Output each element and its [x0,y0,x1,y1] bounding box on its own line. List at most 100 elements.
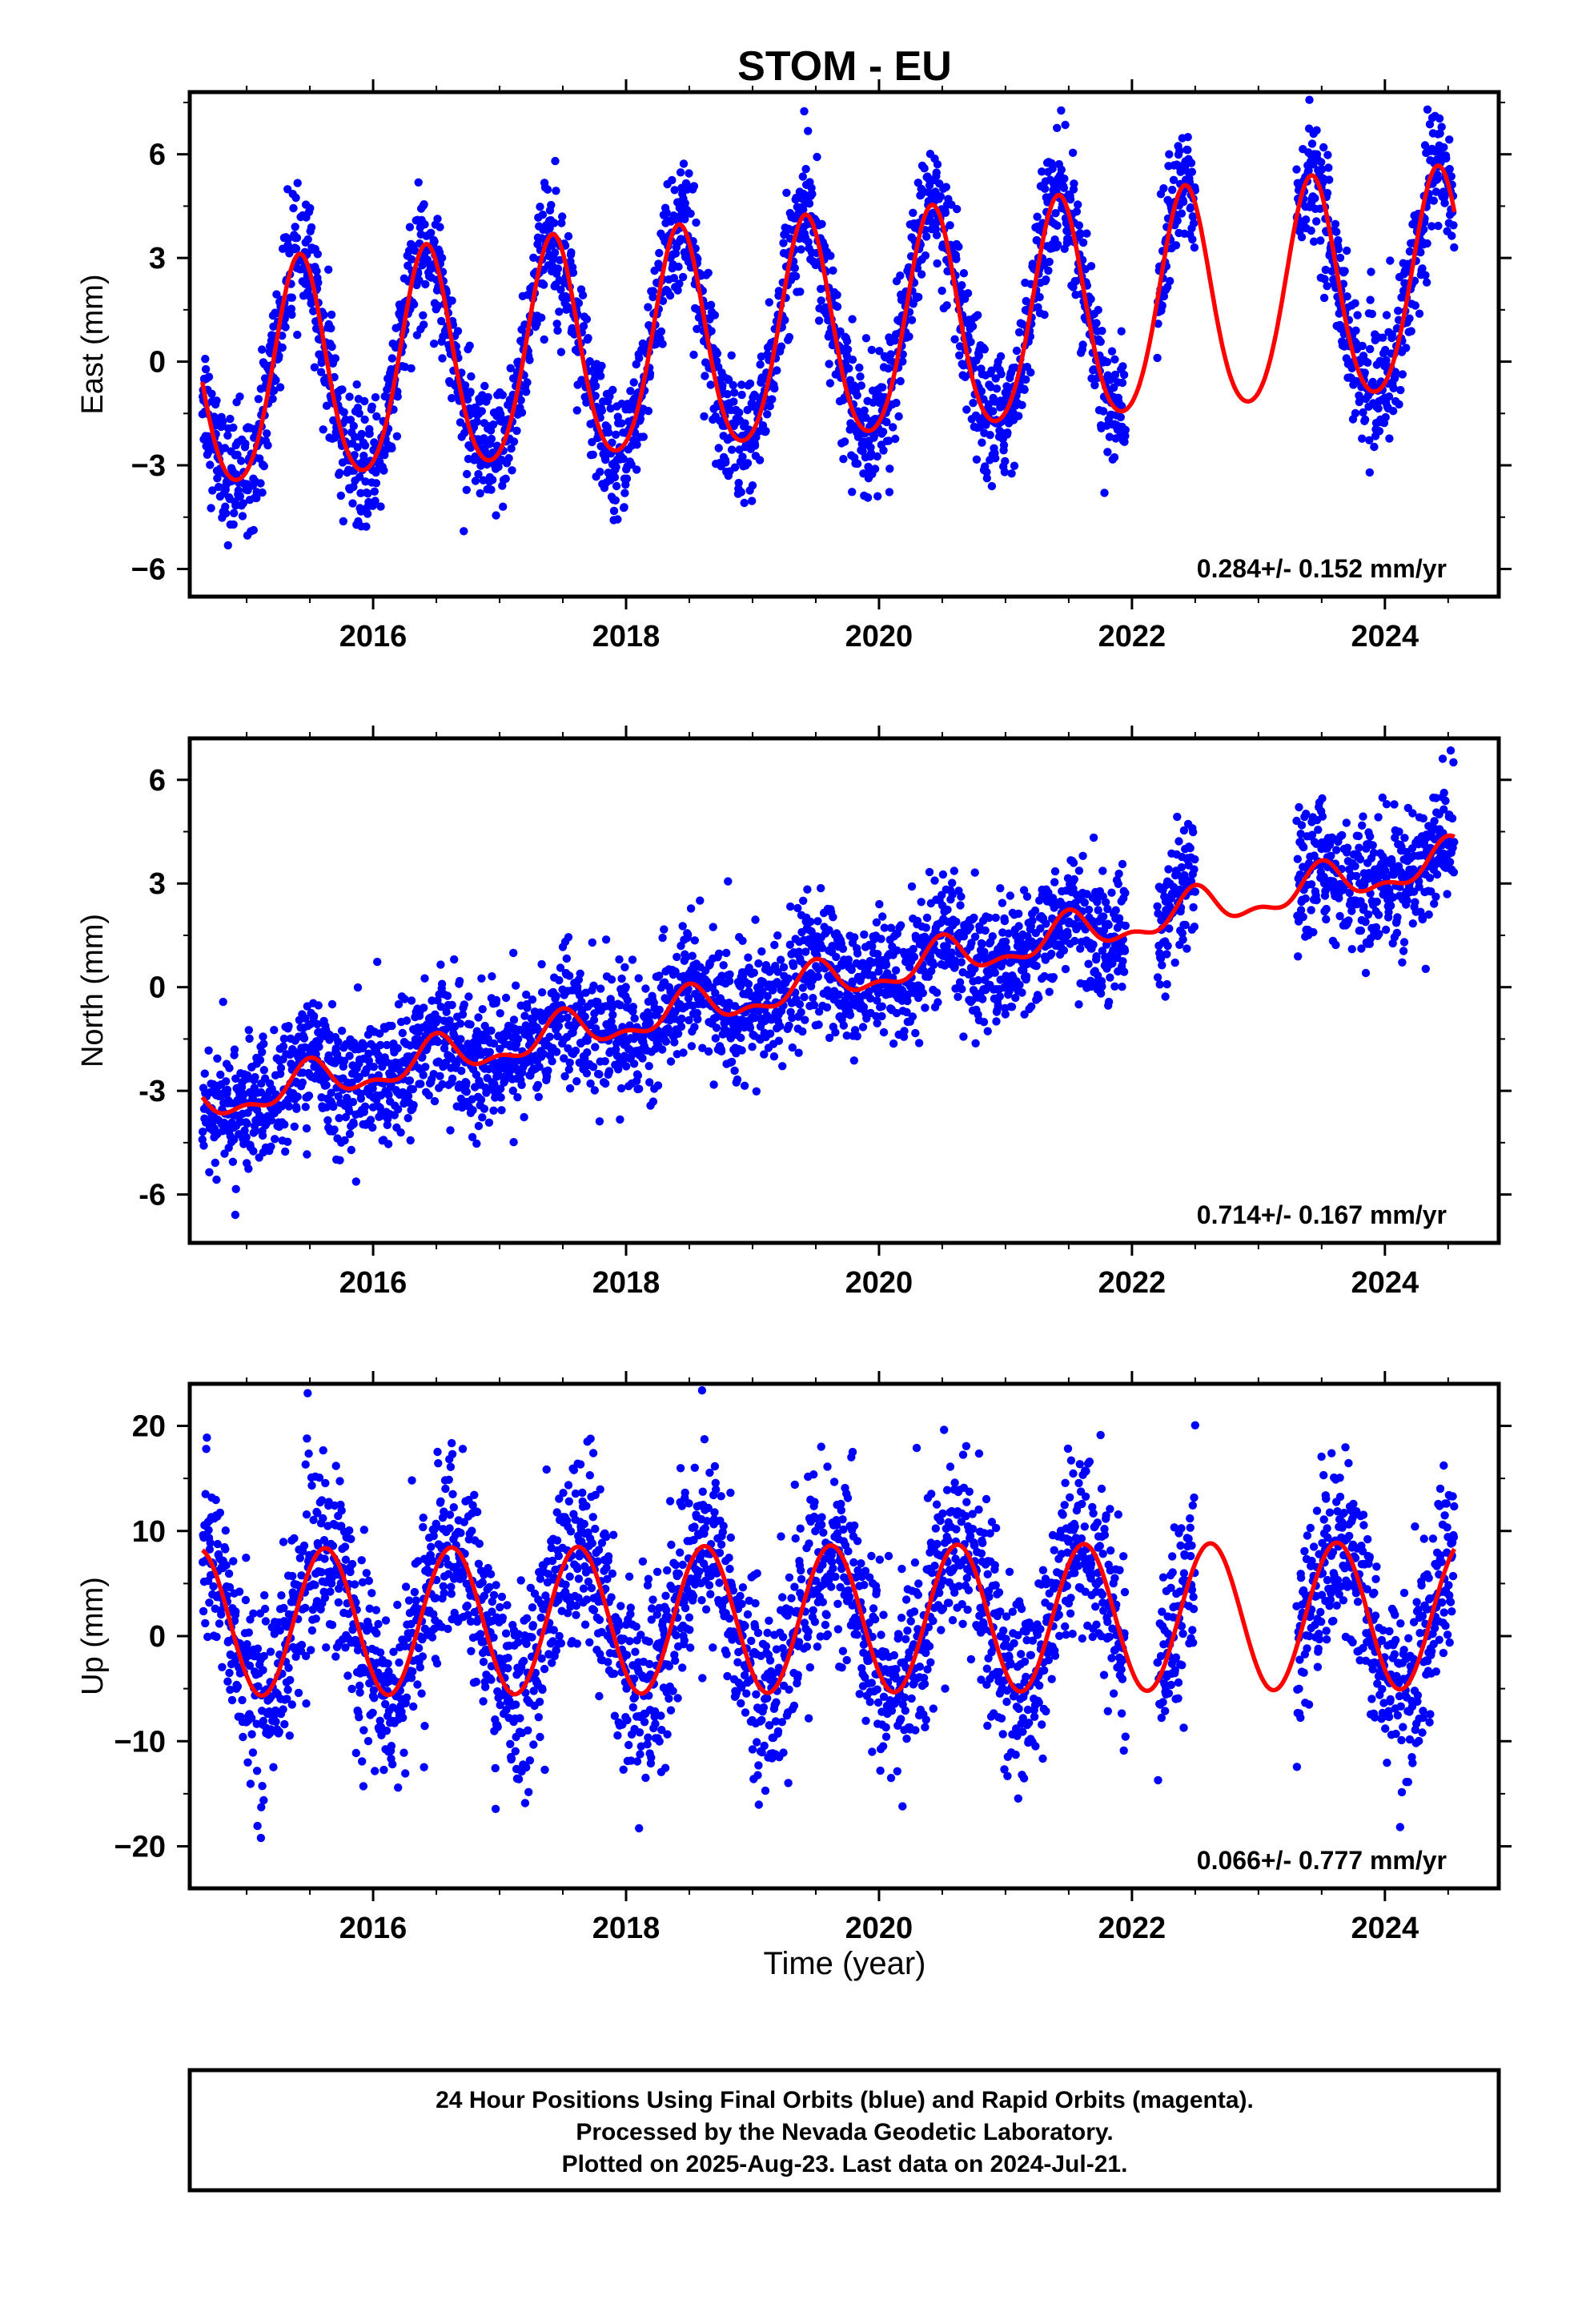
north-point [800,992,809,1002]
north-point [990,968,1000,977]
east-point [1183,146,1192,155]
east-point [1188,235,1197,244]
east-point [574,299,584,308]
east-point [453,327,463,336]
east-point [848,356,857,364]
north-point [315,1043,323,1051]
east-point [982,474,992,483]
east-point [409,300,419,309]
north-point [684,930,693,939]
north-point [970,932,980,942]
east-point [352,380,361,389]
north-point [335,1156,344,1165]
east-point [655,248,664,258]
east-point [1323,282,1331,291]
north-point [622,1062,631,1071]
north-point [737,1033,745,1043]
north-point [957,958,966,967]
east-point [538,210,548,219]
north-observations [198,746,1459,1220]
east-point [706,380,715,389]
east-point [710,311,720,320]
east-point [1351,408,1360,418]
east-observations [198,95,1459,550]
east-point [1351,326,1360,335]
east-point [999,440,1009,450]
east-point [487,434,496,444]
east-point [1343,246,1351,255]
east-point [817,296,825,305]
east-point [1320,275,1329,283]
east-point [658,296,668,305]
east-point [504,454,513,463]
east-point [727,445,737,454]
east-point [1190,243,1199,252]
north-point [633,1071,643,1080]
east-point [350,451,359,460]
north-point [595,1117,604,1126]
east-point [727,351,736,360]
east-point [204,372,214,381]
east-frame [187,90,1501,599]
north-point [204,1046,213,1055]
north-point [373,957,382,967]
north-point [407,996,416,1005]
north-point [327,999,337,1009]
east-point [1007,469,1016,478]
east-point [1110,370,1120,380]
east-point [1334,244,1343,254]
north-point [258,1047,267,1057]
east-point [552,187,560,195]
east-point [1367,309,1377,319]
north-point [408,1084,417,1094]
east-point [210,412,219,421]
north-point [950,866,959,875]
y-tick-label: −3 [131,449,166,483]
east-point [1189,212,1198,221]
north-point [533,1080,543,1090]
north-point [556,963,565,972]
north-point [420,1003,428,1012]
east-point [214,482,223,492]
east-point [553,264,563,273]
east-point [669,274,679,283]
east-point [231,501,240,510]
east-point [327,310,336,320]
north-point [809,994,817,1003]
north-point [280,1120,289,1129]
east-point [777,342,786,351]
east-point [1070,179,1078,188]
north-point [267,1116,276,1125]
north-point [653,1081,663,1090]
east-point [729,380,737,390]
east-point [360,415,369,424]
y-tick-label: 0 [149,346,166,380]
east-point [1374,404,1383,413]
north-point [954,992,962,1002]
east-point [673,286,682,295]
north-point [738,936,747,946]
east-point [613,412,622,421]
north-point [765,1029,775,1038]
north-point [544,1066,552,1076]
east-point [235,392,244,401]
north-point [529,1013,539,1023]
east-point [1026,368,1035,377]
east-point [252,493,261,503]
east-point [735,408,744,417]
east-point [817,219,826,228]
north-point [658,1045,667,1054]
east-point [532,319,541,328]
east-point [356,507,366,516]
north-point [813,972,822,981]
east-point [1379,333,1387,342]
east-point [870,464,880,473]
east-point [540,280,548,289]
north-point [456,1035,465,1043]
north-point [339,1056,349,1066]
east-point [798,172,807,181]
north-point [748,1043,757,1051]
east-point [933,160,942,169]
east-point [942,183,951,191]
